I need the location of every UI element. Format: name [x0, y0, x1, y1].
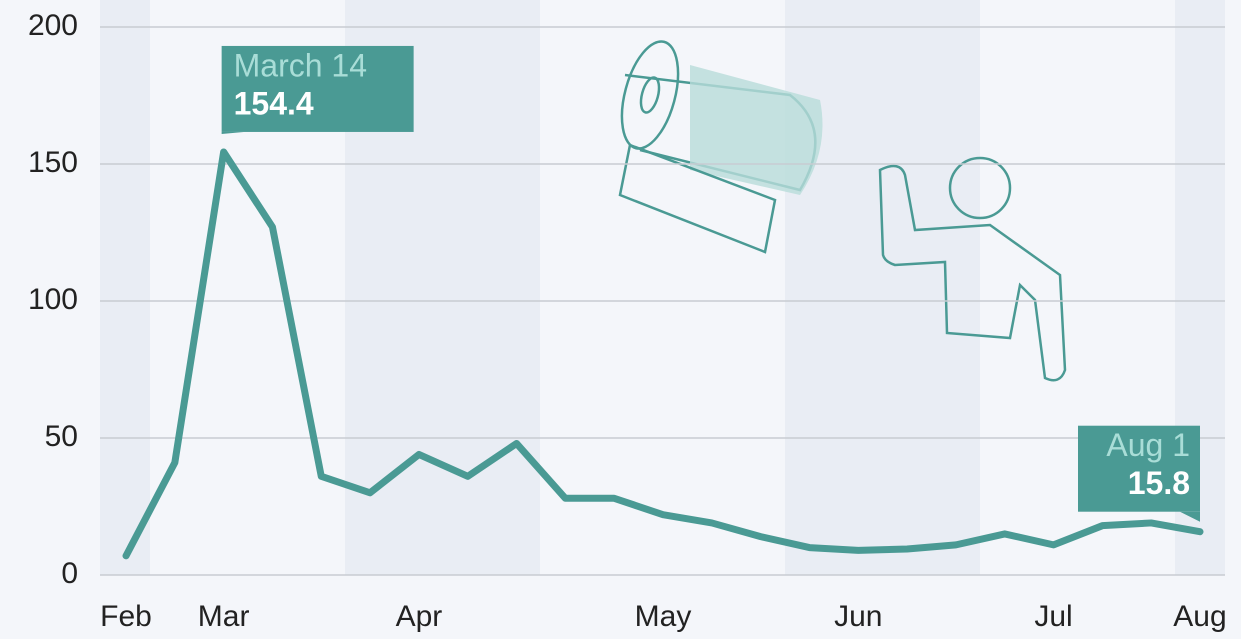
annotation-box	[221, 45, 414, 132]
y-tick-label: 100	[28, 283, 78, 316]
annotation-value: 15.8	[1128, 465, 1190, 501]
annotation-date: Aug 1	[1106, 427, 1190, 463]
x-tick-label: Aug	[1173, 600, 1226, 633]
annotation-pointer	[1180, 511, 1200, 522]
x-tick-label: Feb	[100, 600, 152, 633]
x-tick-label: Jun	[834, 600, 882, 633]
x-tick-label: May	[635, 600, 692, 633]
x-tick-label: Jul	[1034, 600, 1072, 633]
annotation-box	[1078, 425, 1200, 512]
annotation: Aug 115.8	[1078, 425, 1200, 522]
line	[122, 148, 1204, 560]
y-tick-label: 150	[28, 146, 78, 179]
person-icon	[878, 156, 1067, 382]
y-tick-label: 200	[28, 9, 78, 42]
annotation-pointer	[221, 131, 244, 134]
annotation-value: 154.4	[234, 85, 314, 121]
x-tick-label: Apr	[396, 600, 443, 633]
y-tick-label: 50	[45, 420, 78, 453]
x-tick-label: Mar	[198, 600, 250, 633]
annotation-date: March 14	[234, 47, 367, 83]
toilet-paper-icon	[618, 40, 823, 254]
y-tick-label: 0	[61, 557, 78, 590]
